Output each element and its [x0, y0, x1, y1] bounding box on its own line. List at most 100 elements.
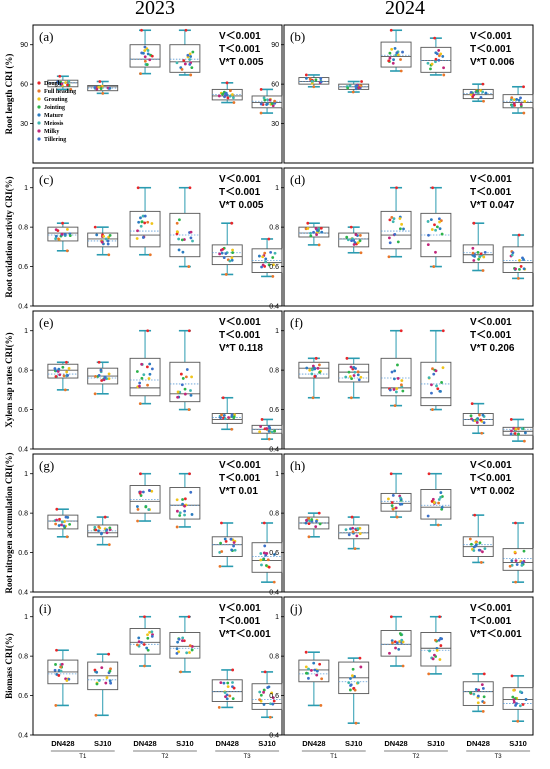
- data-point: [314, 78, 318, 82]
- data-point: [320, 230, 324, 234]
- data-point: [469, 93, 473, 96]
- data-point: [305, 366, 309, 370]
- data-point: [97, 374, 101, 377]
- data-point: [266, 98, 269, 102]
- data-point: [97, 360, 101, 364]
- data-point: [510, 96, 514, 100]
- data-point: [142, 373, 146, 377]
- data-point: [477, 548, 481, 552]
- data-point: [148, 631, 151, 634]
- data-point: [147, 377, 151, 380]
- data-point: [106, 239, 110, 243]
- y-tick-label: 1: [24, 185, 28, 192]
- plot-frame: [283, 596, 534, 736]
- data-point: [188, 62, 192, 66]
- data-point: [349, 677, 352, 680]
- data-point: [267, 437, 271, 441]
- box-5: [462, 82, 494, 103]
- data-point: [475, 543, 478, 546]
- data-point: [482, 99, 485, 103]
- data-point: [100, 240, 104, 244]
- data-point: [390, 216, 394, 219]
- data-point: [69, 88, 73, 91]
- data-point: [305, 518, 308, 522]
- stat-text: V＜0.001: [470, 30, 512, 42]
- data-point: [358, 532, 362, 536]
- data-point: [268, 715, 272, 719]
- data-point: [315, 669, 319, 673]
- box-6: [502, 674, 534, 723]
- data-point: [350, 515, 354, 519]
- box-1: [298, 356, 330, 400]
- data-point: [189, 393, 193, 397]
- data-point: [225, 697, 229, 701]
- y-tick-label: 0.6: [18, 693, 28, 700]
- box-4: [169, 472, 201, 529]
- data-point: [512, 700, 516, 704]
- box-6: [251, 88, 283, 115]
- box-4: [169, 186, 201, 268]
- data-point: [511, 695, 515, 699]
- data-point: [100, 666, 104, 669]
- data-point: [514, 427, 518, 431]
- stat-text: V＜0.001: [470, 602, 512, 614]
- x-group-label: T3: [495, 754, 503, 760]
- data-point: [479, 418, 483, 422]
- box-body: [129, 357, 161, 397]
- data-point: [351, 526, 355, 530]
- data-point: [100, 379, 104, 382]
- box-3: [129, 615, 161, 668]
- panel-label: (j): [290, 601, 302, 616]
- data-point: [181, 498, 184, 501]
- data-point: [105, 528, 109, 532]
- data-point: [346, 238, 350, 242]
- data-point: [187, 615, 191, 619]
- box-body: [380, 357, 412, 397]
- data-point: [354, 87, 358, 91]
- data-point: [176, 640, 180, 644]
- data-point: [175, 61, 179, 65]
- data-point: [108, 87, 112, 90]
- data-point: [54, 522, 58, 526]
- data-point: [146, 49, 150, 52]
- data-point: [473, 513, 477, 517]
- data-point: [60, 520, 64, 524]
- data-point: [391, 507, 395, 511]
- data-point: [349, 684, 352, 687]
- data-point: [427, 472, 431, 476]
- data-point: [226, 685, 230, 689]
- data-point: [481, 413, 485, 417]
- data-point: [476, 701, 480, 705]
- data-point: [432, 265, 436, 268]
- panel-label: (c): [39, 172, 53, 187]
- data-point: [108, 679, 112, 683]
- data-point: [483, 250, 487, 254]
- y-axis-label: Root nitrogen accumulation CRI(%): [4, 452, 14, 593]
- x-category-label: SJ10: [176, 739, 194, 748]
- box-body: [298, 77, 330, 85]
- data-point: [359, 665, 363, 669]
- data-point: [394, 506, 398, 510]
- data-point: [97, 525, 101, 529]
- data-point: [401, 50, 404, 54]
- data-point: [232, 541, 236, 544]
- data-point: [399, 496, 402, 500]
- box-4: [169, 615, 201, 674]
- data-point: [316, 229, 319, 232]
- data-point: [150, 634, 154, 638]
- data-point: [393, 404, 397, 408]
- data-point: [350, 674, 354, 678]
- x-category-label: SJ10: [345, 739, 363, 748]
- stat-text: T＜0.001: [470, 43, 512, 55]
- data-point: [226, 681, 230, 685]
- data-point: [441, 329, 445, 333]
- data-point: [472, 259, 476, 262]
- data-point: [262, 521, 266, 525]
- data-point: [222, 681, 226, 685]
- legend-label: Full heading: [44, 89, 76, 95]
- data-point: [468, 537, 472, 541]
- data-point: [306, 221, 310, 225]
- panel-label: (i): [39, 601, 51, 616]
- data-point: [319, 77, 323, 80]
- box-body: [420, 46, 452, 73]
